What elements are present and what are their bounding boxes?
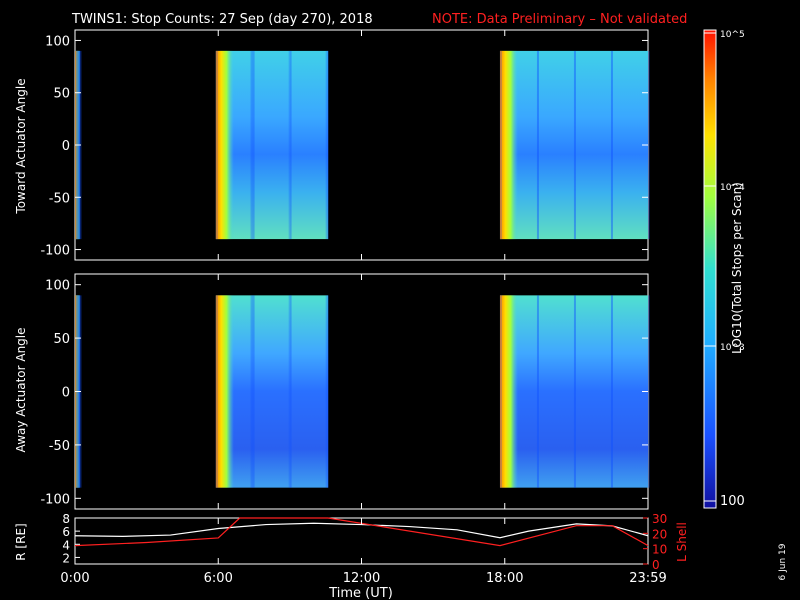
away-panel: Away Actuator Angle 100 50 0 -50 -100 <box>14 273 650 510</box>
away-block-edge <box>499 295 518 488</box>
away-streak <box>326 295 329 488</box>
toward-streak <box>573 50 576 240</box>
away-streak <box>499 295 502 488</box>
toward-streak <box>215 50 218 240</box>
away-streak <box>289 295 292 488</box>
away-yticks: 100 50 0 -50 -100 <box>40 279 648 507</box>
colorbar: LOG10(Total Stops per Scan) 10^5 10^4 10^3… <box>703 29 745 509</box>
lshell-series-line <box>74 517 649 547</box>
toward-streak <box>610 50 613 240</box>
away-streak <box>610 295 613 488</box>
toward-block-fill <box>215 50 329 240</box>
away-streak <box>251 295 254 488</box>
toward-ytick-label: 100 <box>45 34 70 49</box>
xtick-label: 12:00 <box>343 571 380 586</box>
away-streak <box>610 295 613 488</box>
orbit-ytick-right-label: 10 <box>652 543 667 557</box>
away-ytick-label: 0 <box>62 386 70 401</box>
preliminary-note: NOTE: Data Preliminary – Not validated <box>432 12 687 27</box>
toward-yticks: 100 50 0 -50 -100 <box>40 34 648 259</box>
orbit-ylabel-left: R [RE] <box>14 523 28 560</box>
orbit-ytick-right-label: 30 <box>652 512 667 526</box>
away-ytick-label: 50 <box>53 332 70 347</box>
toward-ytick-label: -100 <box>40 244 70 259</box>
colorbar-tick-label: 10^4 <box>720 183 745 193</box>
toward-ylabel: Toward Actuator Angle <box>14 78 28 214</box>
toward-block-edge <box>215 50 234 240</box>
toward-streak <box>288 50 291 240</box>
colorbar-gradient <box>703 29 717 509</box>
toward-ytick-label: -50 <box>49 191 70 206</box>
colorbar-tick-label: 10^5 <box>720 30 745 40</box>
toward-block-2 <box>499 50 650 240</box>
away-block-fill <box>499 295 648 488</box>
away-block-fill <box>215 295 329 488</box>
away-streak <box>250 295 253 488</box>
away-streak <box>536 295 539 488</box>
orbit-ytick-right-label: 20 <box>652 527 667 541</box>
toward-streak <box>289 50 292 240</box>
toward-streak <box>326 50 329 240</box>
toward-block-1 <box>215 50 329 240</box>
away-ytick-label: -50 <box>49 439 70 454</box>
away-ytick-label: 100 <box>45 279 70 294</box>
away-block-edge <box>215 295 234 488</box>
xtick-label: 18:00 <box>486 571 523 586</box>
away-streak <box>573 295 576 488</box>
toward-streak <box>536 50 539 240</box>
orbit-ytick-left-label: 8 <box>62 512 70 526</box>
away-streak <box>325 295 328 488</box>
toward-streak <box>250 50 253 240</box>
away-streak <box>288 295 291 488</box>
date-stamp: 6 Jun 19 <box>778 543 788 580</box>
away-streak <box>252 295 255 488</box>
away-streak <box>215 295 218 488</box>
colorbar-label: LOG10(Total Stops per Scan) <box>730 182 744 354</box>
x-axis-label: Time (UT) <box>328 586 393 600</box>
away-ytick-label: -100 <box>40 492 70 507</box>
colorbar-tick-label: 10^3 <box>720 343 745 353</box>
orbit-ylabel-right: L Shell <box>675 522 689 562</box>
toward-streak <box>252 50 255 240</box>
orbit-ytick-left-label: 2 <box>62 551 70 565</box>
orbit-ytick-left-label: 6 <box>62 525 70 539</box>
toward-ytick-label: 0 <box>62 139 70 154</box>
orbit-ytick-right-label: 0 <box>652 558 660 572</box>
away-block-2 <box>499 295 650 488</box>
xtick-label: 6:00 <box>204 571 233 586</box>
away-streak <box>536 295 539 488</box>
toward-streak <box>647 50 650 240</box>
away-block-1 <box>215 295 329 488</box>
xtick-label: 23:59 <box>629 571 666 586</box>
toward-block-edge <box>499 50 518 240</box>
orbit-ytick-left-label: 4 <box>62 538 70 552</box>
toward-streak <box>325 50 328 240</box>
xtick-label: 0:00 <box>60 571 89 586</box>
toward-streak <box>610 50 613 240</box>
r-series-line <box>74 522 649 539</box>
toward-ytick-label: 50 <box>53 87 70 102</box>
toward-streak <box>251 50 254 240</box>
toward-streak <box>536 50 539 240</box>
toward-streak <box>573 50 576 240</box>
toward-panel: Toward Actuator Angle 100 50 0 -50 -100 <box>14 29 650 261</box>
toward-streak <box>499 50 502 240</box>
away-ylabel: Away Actuator Angle <box>14 327 28 452</box>
colorbar-tick-label: 100 <box>720 494 745 509</box>
away-streak <box>647 295 650 488</box>
toward-block-fill <box>499 50 648 240</box>
chart-title: TWINS1: Stop Counts: 27 Sep (day 270), 2… <box>71 12 373 27</box>
away-streak <box>573 295 576 488</box>
